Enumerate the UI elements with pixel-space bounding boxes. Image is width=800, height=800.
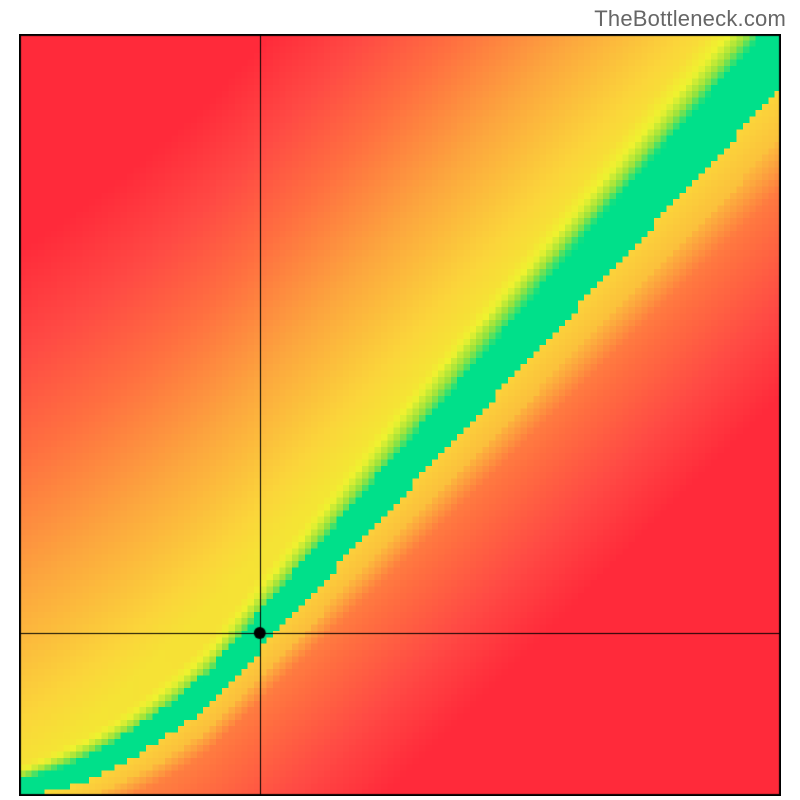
plot-area bbox=[19, 34, 781, 796]
chart-container: TheBottleneck.com bbox=[0, 0, 800, 800]
overlay-canvas bbox=[19, 34, 781, 796]
watermark-text: TheBottleneck.com bbox=[594, 6, 786, 32]
